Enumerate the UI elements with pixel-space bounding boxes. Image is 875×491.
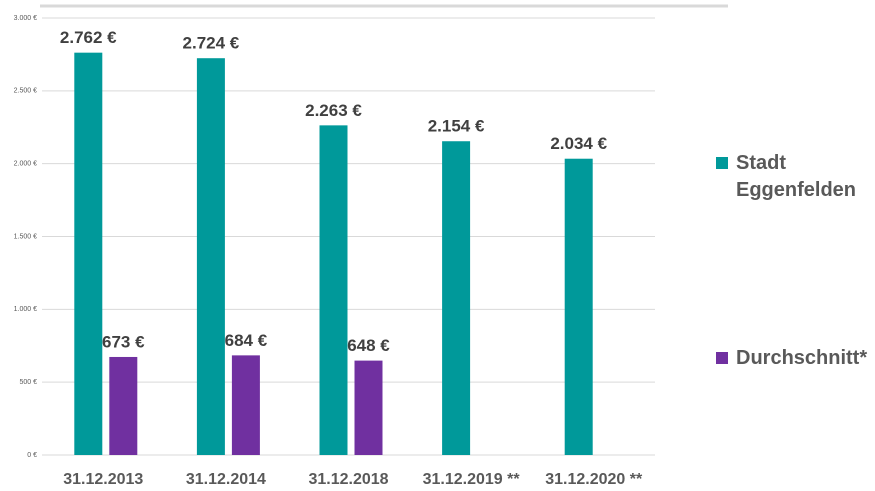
data-label: 2.762 € (60, 28, 117, 47)
data-label: 673 € (102, 332, 145, 351)
bar (564, 158, 593, 456)
legend-label: Durchschnitt* (736, 347, 868, 369)
legend-swatch (716, 352, 728, 364)
data-label: 2.724 € (183, 34, 240, 53)
x-tick-label: 31.12.2014 (186, 471, 266, 488)
y-tick-label: 1.500 € (14, 233, 37, 240)
x-tick-label: 31.12.2019 ** (423, 471, 521, 488)
y-tick-label: 0 € (27, 452, 37, 459)
legend-label: Stadt Eggenfelden (736, 152, 857, 201)
y-tick-label: 2.500 € (14, 88, 37, 95)
bar (74, 52, 103, 455)
bar (196, 58, 225, 455)
bar (442, 141, 471, 455)
x-tick-label: 31.12.2018 (308, 471, 388, 488)
data-label: 2.263 € (305, 101, 362, 120)
y-tick-label: 2.000 € (14, 161, 37, 168)
bar (109, 356, 138, 455)
bar (231, 355, 260, 455)
y-tick-label: 3.000 € (14, 15, 37, 22)
legend-item: Stadt Eggenfelden (716, 150, 875, 204)
data-label: 2.034 € (550, 134, 607, 153)
data-label: 684 € (225, 331, 268, 350)
legend-swatch (716, 157, 728, 169)
data-label: 648 € (347, 336, 390, 355)
x-tick-label: 31.12.2013 (63, 471, 143, 488)
bar (319, 125, 348, 456)
y-tick-label: 1.000 € (14, 306, 37, 313)
y-tick-label: 500 € (19, 379, 37, 386)
bar (354, 360, 383, 455)
x-tick-label: 31.12.2020 ** (545, 471, 643, 488)
data-label: 2.154 € (428, 117, 485, 136)
legend-item: Durchschnitt* (716, 345, 875, 372)
